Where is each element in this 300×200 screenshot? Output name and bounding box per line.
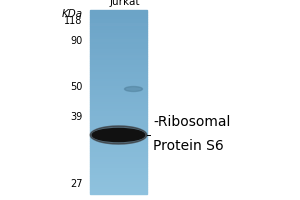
Bar [90,132,147,134]
Text: 39: 39 [70,112,82,122]
Bar [90,19,147,21]
Bar [90,185,147,187]
Bar [90,120,147,123]
Bar [90,137,147,139]
Bar [90,31,147,33]
Bar [90,54,147,56]
Bar [90,33,147,35]
Bar [90,171,147,173]
Bar [90,97,147,100]
Bar [90,141,147,143]
Text: Protein S6: Protein S6 [153,139,224,153]
Bar [90,56,147,58]
Bar [90,130,147,132]
Bar [90,127,147,130]
Bar [90,173,147,176]
Bar [90,111,147,114]
Bar [90,134,147,136]
Bar [90,63,147,65]
Bar [90,164,147,166]
Bar [90,77,147,79]
Bar [90,70,147,72]
Bar [90,95,147,97]
Bar [90,102,147,104]
Bar [90,153,147,155]
Text: Jurkat: Jurkat [109,0,140,7]
Text: 118: 118 [64,16,83,26]
Bar [90,40,147,42]
Ellipse shape [92,129,145,142]
Bar [90,116,147,118]
Bar [90,187,147,189]
Bar [90,169,147,171]
Bar [90,65,147,68]
Bar [90,143,147,146]
Bar [90,123,147,125]
Bar [90,118,147,120]
Bar [90,42,147,45]
Bar [90,55,147,57]
Bar [90,125,147,127]
Bar [90,17,147,19]
Bar [90,58,147,61]
Bar [90,74,147,77]
Bar [90,79,147,81]
Bar [90,86,147,88]
Bar [90,90,147,93]
Bar [90,180,147,182]
Bar [90,107,147,109]
Bar [90,38,147,40]
Bar [90,178,147,180]
Ellipse shape [124,86,142,91]
Bar [90,72,147,74]
Bar [90,162,147,164]
Bar [90,139,147,141]
Bar [90,157,147,160]
Bar [90,100,147,102]
Bar [90,22,147,24]
Bar [90,109,147,111]
Bar [90,160,147,162]
Bar [90,155,147,157]
Bar [90,81,147,84]
Bar [90,176,147,178]
Bar [90,146,147,148]
Bar [90,49,147,51]
Bar [90,51,147,54]
Bar [90,93,147,95]
Text: 90: 90 [70,36,82,46]
Bar [90,28,147,31]
Bar [90,182,147,185]
Bar [90,24,147,26]
Bar [90,26,147,28]
Text: 27: 27 [70,179,83,189]
Bar [90,12,147,15]
Text: KDa: KDa [61,9,82,19]
Bar [90,23,147,25]
Bar [90,35,147,38]
Bar [90,166,147,169]
Bar [90,150,147,153]
Text: -Ribosomal: -Ribosomal [153,115,230,129]
Bar [90,45,147,47]
Bar [90,61,147,63]
Bar [90,189,147,192]
Bar [90,15,147,17]
Text: 50: 50 [70,82,82,92]
Ellipse shape [90,126,147,144]
Bar [90,192,147,194]
Bar [90,104,147,107]
Bar [90,88,147,90]
Bar [90,47,147,49]
Bar [90,10,147,12]
Bar [90,39,147,41]
Bar [90,84,147,86]
Bar [90,148,147,150]
Bar [90,68,147,70]
Bar [90,114,147,116]
